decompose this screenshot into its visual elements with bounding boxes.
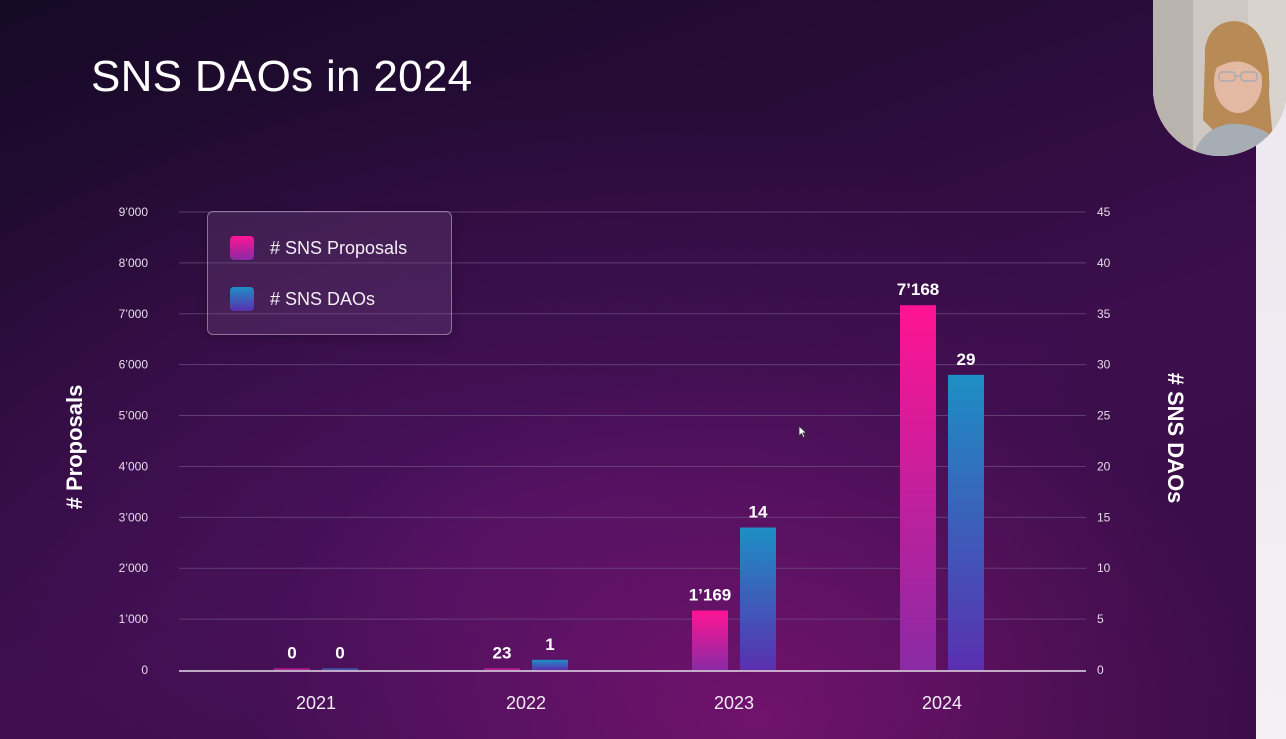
- y2-tick-label: 35: [1097, 307, 1111, 321]
- bar-proposals-2023: [692, 610, 728, 670]
- legend-label-proposals: # SNS Proposals: [270, 237, 408, 258]
- y2-tick-label: 30: [1097, 358, 1111, 372]
- presenter-avatar-icon: [1153, 0, 1286, 156]
- slide-canvas: SNS DAOs in 2024 0 0 1’000 5 2’000 10 3’000 15 4…: [0, 0, 1256, 739]
- legend-swatch-proposals: [230, 236, 254, 260]
- y2-tick-label: 0: [1097, 663, 1104, 677]
- data-label-daos-2022: 1: [545, 635, 554, 654]
- legend-label-daos: # SNS DAOs: [270, 288, 376, 309]
- y-tick-label: 7’000: [119, 307, 149, 321]
- bar-proposals-2021: [274, 668, 310, 670]
- y2-tick-label: 40: [1097, 256, 1111, 270]
- axis-ticks: 0 01’000 52’000 103’000 154’000 205’000 256’00…: [119, 205, 1111, 677]
- bar-daos-2023: [740, 527, 776, 670]
- y-tick-label: 1’000: [119, 612, 149, 626]
- y2-tick-label: 10: [1097, 561, 1111, 575]
- y2-tick-label: 5: [1097, 612, 1104, 626]
- category-label-2022: 2022: [506, 693, 546, 713]
- y2-tick-label: 15: [1097, 510, 1111, 524]
- bar-daos-2022: [532, 659, 568, 670]
- legend-swatch-daos: [230, 287, 254, 311]
- bars: [274, 305, 984, 670]
- presenter-webcam: [1153, 0, 1286, 156]
- y-tick-label: 3’000: [119, 510, 149, 524]
- category-label-2024: 2024: [922, 693, 962, 713]
- data-label-proposals-2023: 1’169: [689, 586, 732, 605]
- legend-item-daos: # SNS DAOs: [230, 287, 375, 311]
- y-tick-label: 4’000: [119, 459, 149, 473]
- data-label-proposals-2021: 0: [287, 644, 296, 663]
- y-tick-label: 8’000: [119, 256, 149, 270]
- y-tick-label: 6’000: [119, 358, 149, 372]
- mouse-cursor-icon: [798, 425, 808, 439]
- bar-daos-2021: [322, 668, 358, 670]
- chart: 0 01’000 52’000 103’000 154’000 205’000 256’00…: [62, 205, 1188, 713]
- y2-tick-label: 45: [1097, 205, 1111, 219]
- category-label-2023: 2023: [714, 693, 754, 713]
- y-tick-label: 9’000: [119, 205, 149, 219]
- y2-tick-label: 25: [1097, 409, 1111, 423]
- legend-item-proposals: # SNS Proposals: [230, 236, 407, 260]
- category-labels: 2021 2022 2023 2024: [296, 693, 962, 713]
- y2-axis-title: # SNS DAOs: [1163, 373, 1188, 504]
- category-label-2021: 2021: [296, 693, 336, 713]
- data-label-daos-2024: 29: [957, 350, 976, 369]
- y-tick-label: 2’000: [119, 561, 149, 575]
- y2-tick-label: 20: [1097, 459, 1111, 473]
- slide-title: SNS DAOs in 2024: [91, 52, 473, 101]
- y-axis-title: # Proposals: [62, 385, 87, 510]
- data-label-daos-2021: 0: [335, 644, 344, 663]
- data-label-proposals-2022: 23: [493, 644, 512, 663]
- y-tick-label: 5’000: [119, 409, 149, 423]
- data-label-proposals-2024: 7’168: [897, 280, 940, 299]
- data-labels: 0 0 23 1 1’169 14 7’168 29: [287, 280, 975, 662]
- data-label-daos-2023: 14: [749, 503, 768, 522]
- y-tick-label: 0: [141, 663, 148, 677]
- chart-legend: # SNS Proposals # SNS DAOs: [207, 211, 452, 335]
- bar-proposals-2022: [484, 668, 520, 670]
- bar-proposals-2024: [900, 305, 936, 670]
- bar-daos-2024: [948, 374, 984, 670]
